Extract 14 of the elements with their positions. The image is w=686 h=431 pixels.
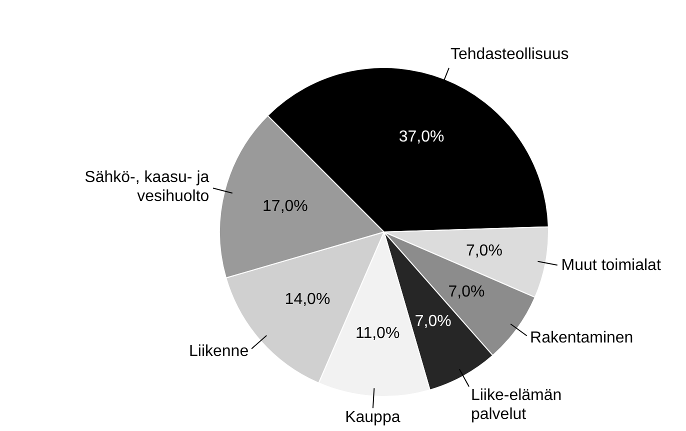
data-label: 11,0% <box>356 325 400 342</box>
slice-label: Kauppa <box>345 409 400 426</box>
slice-label: Muut toimialat <box>561 257 662 274</box>
data-label: 14,0% <box>284 290 330 308</box>
data-label: 7,0% <box>448 283 485 300</box>
slice-label: Liike-elämän palvelut <box>470 387 562 424</box>
slice-label: Rakentaminen <box>530 330 634 346</box>
data-label: 7,0% <box>466 242 502 260</box>
slice-label: Liikenne <box>188 342 249 360</box>
data-label: 37,0% <box>398 128 444 146</box>
data-label: 7,0% <box>414 312 452 330</box>
slice-label: Sähkö-, kaasu- ja vesihuolto <box>84 169 210 206</box>
slice-label: Tehdasteollisuus <box>450 46 569 64</box>
data-label: 17,0% <box>262 198 308 216</box>
